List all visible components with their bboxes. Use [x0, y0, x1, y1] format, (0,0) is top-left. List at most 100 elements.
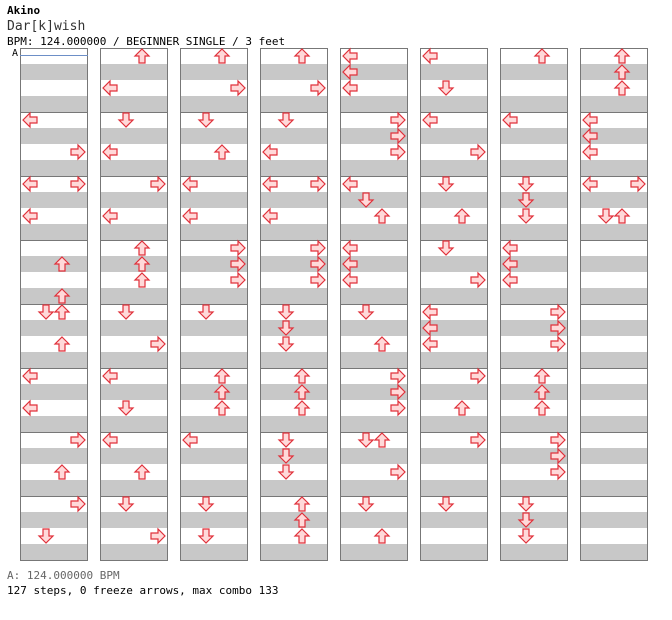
beat-stripe — [500, 160, 568, 176]
chart-column — [180, 48, 248, 561]
beat-stripe — [100, 224, 168, 240]
beat-stripe — [180, 64, 248, 80]
beat-stripe — [420, 544, 488, 560]
beat-stripe — [260, 64, 328, 80]
beat-stripe — [420, 320, 488, 336]
right-arrow-note — [70, 431, 86, 449]
beat-stripe — [100, 256, 168, 272]
right-arrow-note — [550, 431, 566, 449]
right-arrow-note — [470, 431, 486, 449]
beat-stripe — [580, 192, 648, 208]
beat-stripe — [100, 192, 168, 208]
down-arrow-note — [437, 496, 455, 512]
column-border — [180, 48, 248, 561]
down-arrow-note — [277, 320, 295, 336]
column-border — [260, 48, 328, 561]
beat-stripe — [500, 480, 568, 496]
right-arrow-note — [150, 335, 166, 353]
beat-stripe — [100, 544, 168, 560]
beat-stripe — [420, 480, 488, 496]
beat-stripe — [260, 192, 328, 208]
left-arrow-note — [182, 207, 198, 225]
beat-stripe — [340, 224, 408, 240]
down-arrow-note — [437, 80, 455, 96]
left-arrow-note — [22, 399, 38, 417]
beat-stripe — [580, 544, 648, 560]
down-arrow-note — [517, 496, 535, 512]
up-arrow-note — [293, 48, 311, 64]
beat-stripe — [20, 64, 88, 80]
up-arrow-note — [213, 368, 231, 384]
up-arrow-note — [213, 48, 231, 64]
down-arrow-note — [117, 400, 135, 416]
beat-stripe — [180, 128, 248, 144]
up-arrow-note — [213, 400, 231, 416]
right-arrow-note — [150, 527, 166, 545]
up-arrow-note — [613, 48, 631, 64]
left-arrow-note — [22, 175, 38, 193]
beat-stripe — [580, 224, 648, 240]
beat-stripe — [100, 320, 168, 336]
left-arrow-note — [582, 111, 598, 129]
beat-stripe — [500, 64, 568, 80]
beat-stripe — [500, 192, 568, 208]
left-arrow-note — [502, 255, 518, 273]
up-arrow-note — [133, 256, 151, 272]
beat-stripe — [420, 512, 488, 528]
beat-stripe — [100, 384, 168, 400]
up-arrow-note — [213, 144, 231, 160]
chart-column — [260, 48, 328, 561]
left-arrow-note — [22, 367, 38, 385]
beat-stripe — [180, 416, 248, 432]
beat-stripe — [100, 480, 168, 496]
beat-stripe — [500, 128, 568, 144]
beat-stripe — [260, 96, 328, 112]
right-arrow-note — [390, 143, 406, 161]
beat-stripe — [180, 448, 248, 464]
column-border — [20, 48, 88, 561]
beat-stripe — [100, 64, 168, 80]
beat-stripe — [180, 544, 248, 560]
left-arrow-note — [422, 111, 438, 129]
beat-stripe — [260, 480, 328, 496]
left-arrow-note — [22, 207, 38, 225]
beat-stripe — [420, 288, 488, 304]
up-arrow-note — [133, 272, 151, 288]
left-arrow-note — [502, 111, 518, 129]
beat-stripe — [100, 352, 168, 368]
right-arrow-note — [390, 367, 406, 385]
stats-line: 127 steps, 0 freeze arrows, max combo 13… — [7, 584, 279, 597]
beat-stripe — [340, 128, 408, 144]
beat-stripe — [580, 256, 648, 272]
right-arrow-note — [390, 127, 406, 145]
bpm-legend: A: 124.000000 BPM — [7, 569, 120, 582]
beat-stripe — [420, 192, 488, 208]
left-arrow-note — [342, 271, 358, 289]
chart-column — [100, 48, 168, 561]
beat-stripe — [500, 256, 568, 272]
down-arrow-note — [437, 176, 455, 192]
up-arrow-note — [613, 208, 631, 224]
right-arrow-note — [390, 463, 406, 481]
beat-stripe — [500, 288, 568, 304]
down-arrow-note — [517, 208, 535, 224]
beat-stripe — [580, 96, 648, 112]
left-arrow-note — [262, 143, 278, 161]
up-arrow-note — [133, 240, 151, 256]
beat-stripe — [260, 288, 328, 304]
beat-stripe — [20, 352, 88, 368]
right-arrow-note — [230, 271, 246, 289]
artist-name: Akino — [7, 4, 41, 17]
beat-stripe — [180, 384, 248, 400]
beat-stripe — [260, 448, 328, 464]
up-arrow-note — [613, 64, 631, 80]
left-arrow-note — [582, 175, 598, 193]
right-arrow-note — [550, 335, 566, 353]
down-arrow-note — [357, 432, 375, 448]
beat-stripe — [420, 384, 488, 400]
beat-stripe — [100, 512, 168, 528]
beat-stripe — [180, 288, 248, 304]
beat-stripe — [100, 448, 168, 464]
left-arrow-note — [342, 255, 358, 273]
